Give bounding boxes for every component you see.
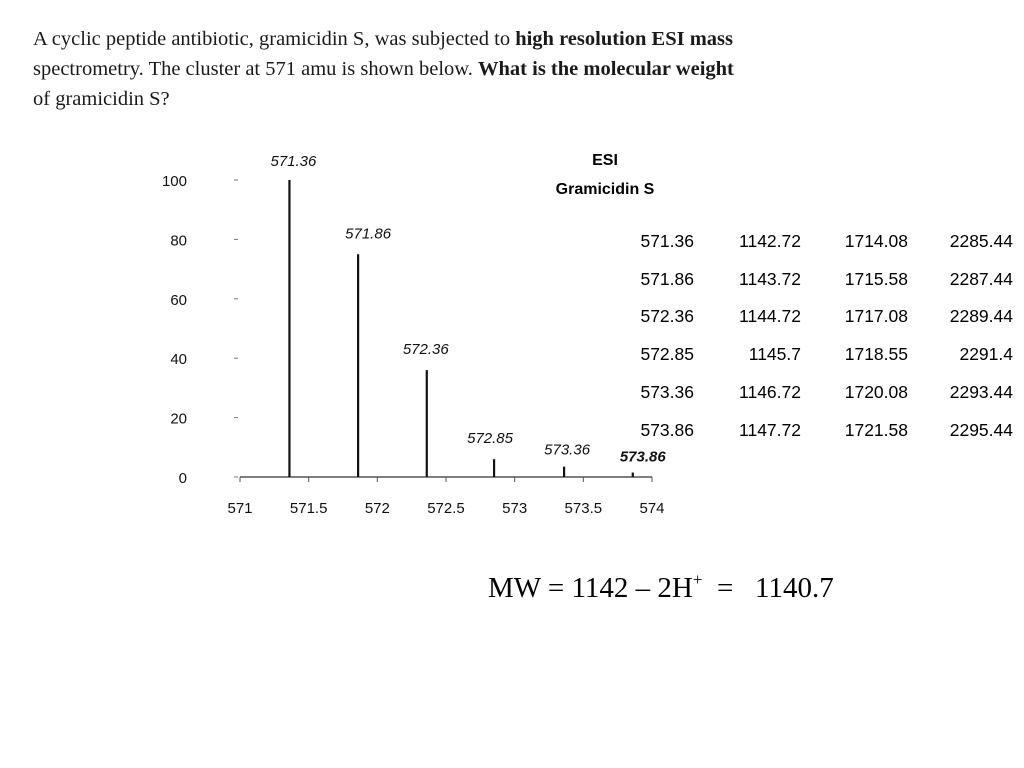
question-line-2-emphasis: What is the molecular weight [478, 58, 734, 80]
peak-label: 571.36 [270, 153, 317, 170]
y-tick-label: 80 [170, 232, 187, 249]
x-tick-label: 571 [227, 500, 252, 517]
table-cell: 1147.72 [739, 419, 801, 440]
x-tick-label: 572 [365, 500, 390, 517]
y-tick-label: 60 [170, 292, 187, 309]
x-tick-label: 573.5 [565, 500, 603, 517]
table-row: 571.36 1142.72 1714.08 2285.44 [608, 222, 1013, 260]
chart-subtitle: Gramicidin S [556, 181, 655, 198]
table-cell: 2295.44 [949, 419, 1013, 440]
table-body: 571.36 1142.72 1714.08 2285.44 571.86 1143.72… [608, 222, 1013, 449]
table-cell: 2289.44 [949, 306, 1013, 327]
x-tick-label: 574 [639, 500, 664, 517]
peak-label: 572.36 [403, 341, 450, 358]
y-tick-label: 40 [170, 351, 187, 368]
table-cell: 1146.72 [739, 382, 801, 403]
chart-peaks: 571.36 571.86 572.36 572.85 573.36 573.86 [270, 153, 666, 477]
table-cell: 1144.72 [739, 306, 801, 327]
table-row: 572.36 1144.72 1717.08 2289.44 [608, 298, 1013, 336]
table-cell: 1717.08 [844, 306, 908, 327]
y-tick-label: 100 [162, 173, 187, 190]
table-cell: 571.36 [640, 230, 694, 251]
table-row: 572.85 1145.7 1718.55 2291.4 [608, 335, 1013, 373]
table-cell: 573.36 [640, 382, 694, 403]
table-cell: 571.86 [640, 268, 694, 289]
table-cell: 573.86 [640, 419, 694, 440]
answer-suffix: = 1140.7 [702, 572, 834, 604]
table-cell: 1718.55 [844, 344, 908, 365]
question-line-2: spectrometry. The cluster at 571 amu is … [33, 54, 863, 84]
x-tick-label: 571.5 [290, 500, 328, 517]
table-row: 573.36 1146.72 1720.08 2293.44 [608, 373, 1013, 411]
x-tick-label: 573 [502, 500, 527, 517]
peak-label: 572.85 [467, 430, 514, 447]
table-cell: 2293.44 [949, 382, 1013, 403]
answer-superscript: + [692, 570, 703, 589]
table-cell: 2291.4 [959, 344, 1013, 365]
mass-spectrum-chart: 0 20 40 60 80 100 571 571.5 572 572.5 573 573.5 574… [162, 152, 666, 517]
table-cell: 1143.72 [739, 268, 801, 289]
table-cell: 1720.08 [844, 382, 908, 403]
table-cell: 572.85 [640, 344, 694, 365]
answer-equation: MW = 1142 – 2H+ = 1140.7 [488, 570, 834, 605]
table-cell: 572.36 [640, 306, 694, 327]
table-cell: 2285.44 [949, 230, 1013, 251]
table-cell: 1721.58 [844, 419, 908, 440]
peak-label: 573.36 [544, 442, 591, 459]
table-cell: 1714.08 [844, 230, 908, 251]
table-cell: 1715.58 [844, 268, 908, 289]
table-row: 573.86 1147.72 1721.58 2295.44 [608, 411, 1013, 449]
table-cell: 1142.72 [739, 230, 801, 251]
table-cell: 2287.44 [949, 268, 1013, 289]
question-line-1: A cyclic peptide antibiotic, gramicidin … [33, 24, 863, 54]
peak-label: 571.86 [345, 225, 392, 242]
y-tick-label: 20 [170, 411, 187, 428]
x-tick-label: 572.5 [427, 500, 465, 517]
peak-label: 573.86 [620, 449, 667, 466]
question-line-1-emphasis: high resolution ESI mass [515, 28, 733, 50]
y-axis-ticks: 0 20 40 60 80 100 [162, 173, 238, 487]
question-line-2-start: spectrometry. The cluster at 571 amu is … [33, 58, 479, 80]
question-line-1-start: A cyclic peptide antibiotic, gramicidin … [33, 28, 516, 50]
x-axis-ticks: 571 571.5 572 572.5 573 573.5 574 [227, 477, 665, 517]
answer-prefix: MW = 1142 – 2H [488, 572, 693, 604]
y-tick-label: 0 [179, 470, 187, 487]
table-row: 571.86 1143.72 1715.58 2287.44 [608, 260, 1013, 298]
question-text: A cyclic peptide antibiotic, gramicidin … [33, 24, 863, 114]
question-line-3: of gramicidin S? [33, 88, 170, 110]
table-cell: 1145.7 [748, 344, 801, 365]
mass-multiples-table: 571.36 1142.72 1714.08 2285.44 571.86 1143.72… [608, 222, 1013, 449]
chart-title: ESI [592, 152, 618, 169]
